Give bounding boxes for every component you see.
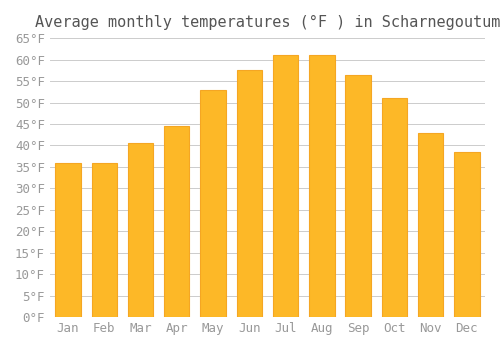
Bar <box>128 143 153 317</box>
Bar <box>236 70 262 317</box>
Bar <box>273 55 298 317</box>
Bar <box>56 163 80 317</box>
Title: Average monthly temperatures (°F ) in Scharnegoutum: Average monthly temperatures (°F ) in Sc… <box>34 15 500 30</box>
Bar <box>309 55 334 317</box>
Bar <box>454 152 479 317</box>
Bar <box>164 126 190 317</box>
Bar <box>418 133 444 317</box>
Bar <box>200 90 226 317</box>
Bar <box>382 98 407 317</box>
Bar <box>346 75 371 317</box>
Bar <box>92 163 117 317</box>
